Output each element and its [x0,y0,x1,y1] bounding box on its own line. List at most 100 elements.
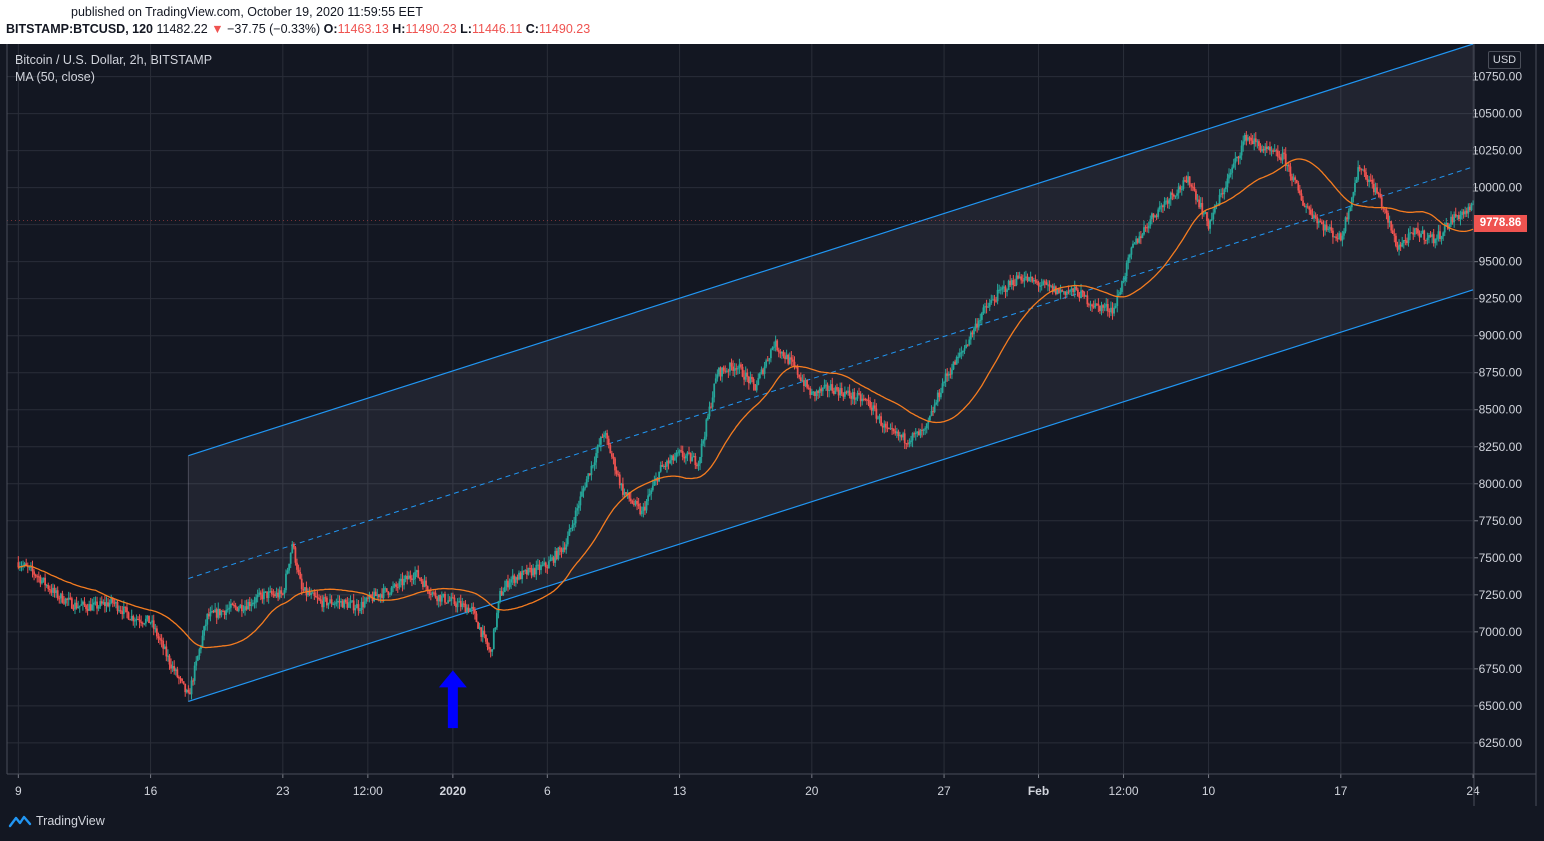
high-value: 11490.23 [405,22,457,36]
candle-body [425,580,427,587]
candle-body [740,364,742,367]
candle-body [200,646,202,650]
candle-body [1380,197,1383,207]
candle-body [943,381,945,384]
candle-body [982,307,985,314]
candle-body [440,596,443,602]
price-chart[interactable]: 6250.00 6500.00 6750.00 7000.00 7250.00 7500.… [0,43,1544,806]
candle-body [707,416,709,420]
candle-body [903,433,906,444]
candle-body [735,368,738,370]
candle-body [1045,282,1048,285]
symbol-label: BITSTAMP:BTCUSD, 120 [6,22,154,36]
candle-body [17,562,20,568]
candle-body [988,302,991,307]
candle-body [1311,214,1314,219]
candle-body [299,571,302,579]
candle-body [289,552,292,564]
candle-body [113,602,116,604]
candle-body [77,606,80,609]
chart-panel[interactable]: 6250.00 6500.00 6750.00 7000.00 7250.00 7500.… [0,43,1544,806]
candle-body [415,570,418,573]
candle-body [159,638,161,640]
x-tick-label: 12:00 [353,784,383,798]
candle-body [552,557,555,563]
candle-body [546,567,549,569]
candle-body [998,289,1001,291]
candle-body [1207,220,1210,229]
candle-body [371,597,374,602]
chart-legend-indicator[interactable]: MA (50, close) [15,70,95,84]
candle-body [724,370,727,372]
candle-body [584,487,587,489]
candle-body [664,465,667,467]
candle-body [1006,289,1008,292]
candle-body [196,656,199,661]
candle-body [941,383,944,393]
candle-body [1009,280,1012,286]
candle-body [1295,179,1298,184]
candle-body [50,590,53,593]
candle-body [603,434,605,438]
candle-body [1464,210,1467,215]
candle-body [1317,221,1320,224]
candle-body [540,565,542,571]
candle-body [1354,182,1356,193]
candle-body [231,603,234,606]
candle-body [947,373,950,376]
axes[interactable]: 6250.00 6500.00 6750.00 7000.00 7250.00 7500.… [6,44,1537,806]
open-value: 11463.13 [337,22,389,36]
tradingview-logo[interactable]: TradingView [8,814,105,828]
candle-body [782,351,785,357]
candle-body [1376,187,1378,194]
candle-body [980,313,983,320]
candle-body [1366,179,1369,183]
candle-body [587,473,590,480]
candle-body [730,362,733,367]
candle-body [407,575,410,580]
candle-body [1357,167,1360,180]
candle-body [705,419,708,437]
candle-body [1139,236,1142,239]
candle-body [609,445,612,454]
candle-body [689,453,692,462]
candle-body [329,599,331,603]
candle-body [398,581,401,588]
candle-body [911,433,914,441]
candle-body [1333,236,1336,238]
candle-body [1237,156,1240,159]
candle-body [1327,228,1330,230]
candle-body [751,376,753,380]
candle-body [137,618,139,620]
candle-body [914,433,917,435]
candle-body [313,592,316,596]
candle-body [787,354,790,364]
candle-body [1029,276,1032,278]
candle-body [1032,279,1035,282]
candle-body [777,350,780,352]
candle-body [1160,205,1163,207]
candle-body [1339,233,1342,241]
high-label: H: [392,22,406,36]
candle-body [477,622,479,629]
candle-body [1234,158,1237,164]
candle-body [48,589,51,591]
candle-body [1453,214,1456,223]
candle-body [832,391,835,394]
candle-body [149,622,152,624]
candle-body [1187,176,1189,183]
candle-body [226,609,229,611]
candle-body [577,505,580,509]
candle-body [524,569,527,572]
arrow-annotation[interactable] [438,670,467,729]
candle-body [743,376,746,380]
candle-body [810,391,813,395]
candle-body [1428,235,1430,238]
candle-body [163,646,166,649]
candle-body [1450,216,1452,225]
currency-button[interactable]: USD [1488,51,1521,69]
candle-body [1369,179,1372,181]
candle-body [718,367,720,375]
candle-body [223,611,226,615]
candle-body [713,383,716,398]
